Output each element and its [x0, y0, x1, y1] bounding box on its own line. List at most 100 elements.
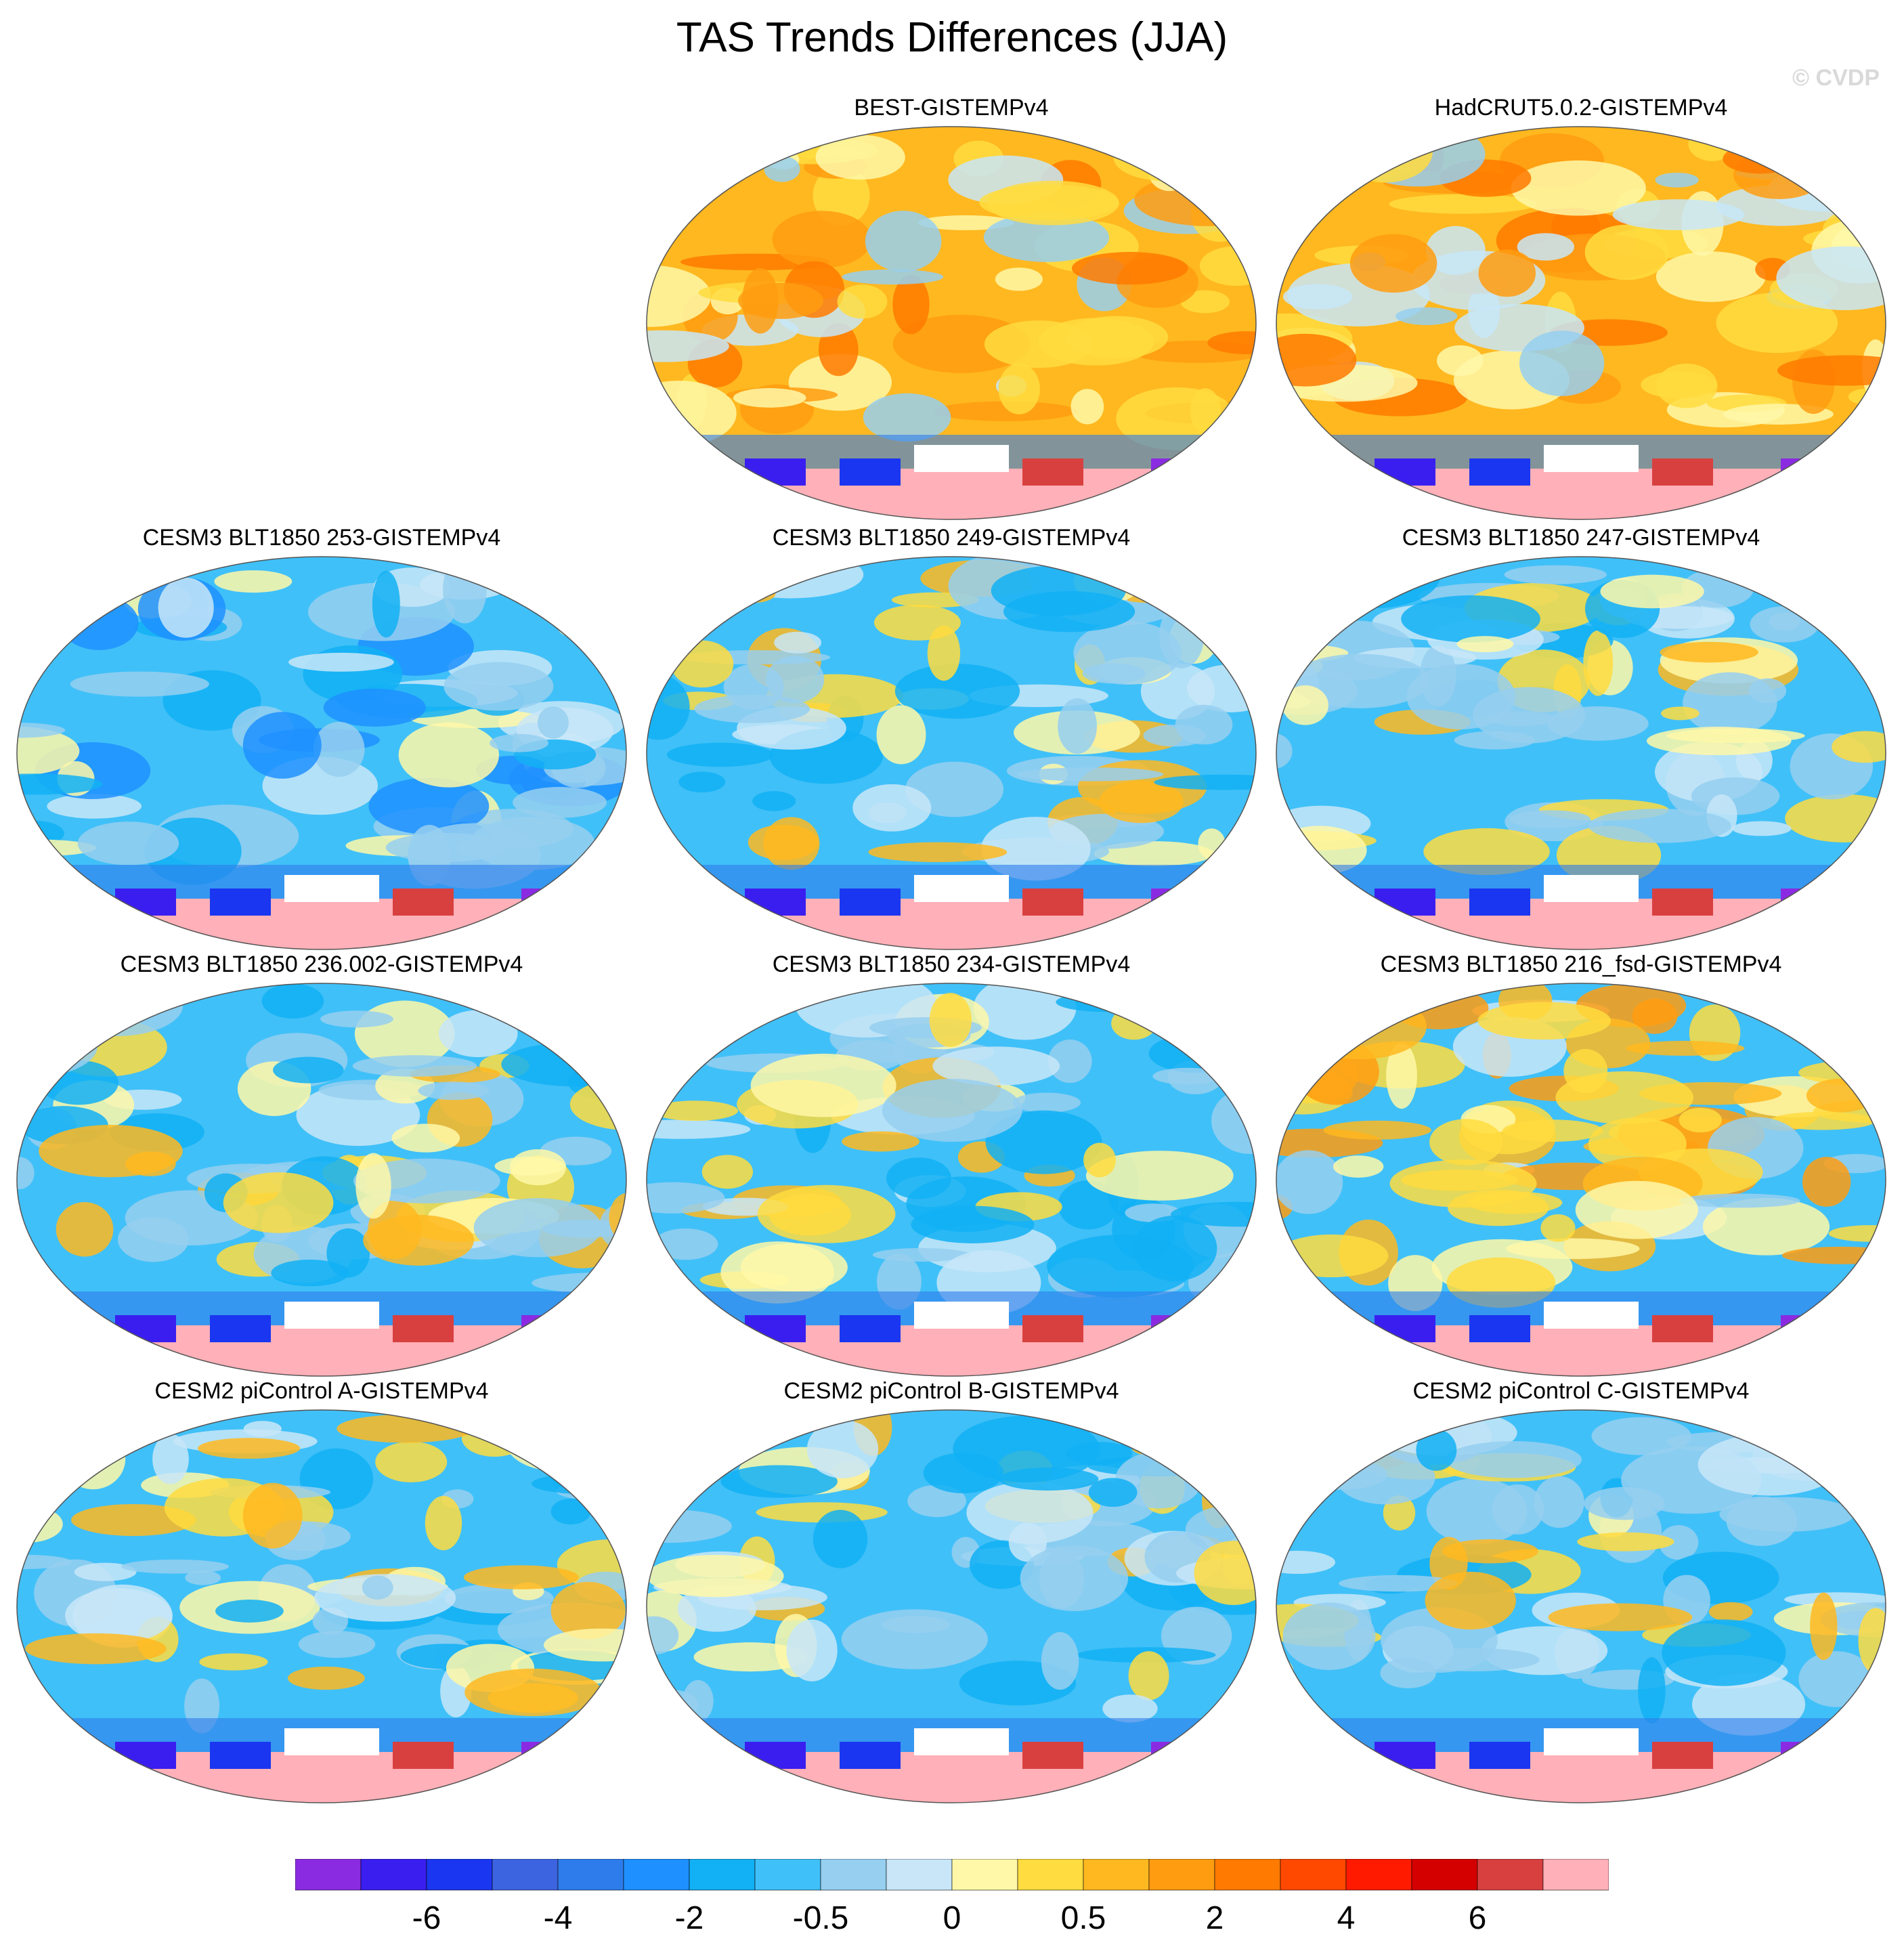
trend-blob: [242, 1482, 303, 1549]
trend-blob: [517, 576, 576, 612]
trend-blob: [1591, 1417, 1691, 1455]
trend-blob: [1626, 1040, 1745, 1056]
trend-blob: [550, 1581, 626, 1640]
missing-data-area: [1544, 1728, 1639, 1755]
map-outline: [1276, 983, 1886, 1377]
trend-blob: [464, 1668, 603, 1717]
trend-blob: [991, 565, 1126, 616]
panel-title: CESM3 BLT1850 234-GISTEMPv4: [772, 951, 1131, 977]
trend-blob: [1282, 619, 1347, 635]
trend-blob: [17, 1414, 76, 1475]
trend-blob: [1748, 678, 1787, 704]
trend-blob: [647, 140, 760, 186]
trend-blob: [1276, 733, 1293, 769]
trend-blob: [1125, 1420, 1173, 1456]
polar-patch: [115, 1315, 176, 1342]
colorbar-swatch: [689, 1859, 756, 1891]
missing-data-area: [284, 875, 379, 902]
polar-patch: [1652, 1742, 1713, 1769]
colorbar-swatch: [1017, 1859, 1084, 1891]
trend-blob: [1600, 574, 1704, 609]
trend-blob: [65, 1588, 173, 1643]
trend-blob: [1548, 1603, 1693, 1631]
polar-patch: [1652, 458, 1713, 486]
polar-patch: [1652, 1315, 1713, 1342]
polar-patch: [521, 889, 582, 916]
trend-blob: [892, 274, 930, 335]
polar-patch: [210, 889, 271, 916]
trend-blob: [242, 712, 322, 779]
trend-blob: [934, 401, 1077, 421]
trend-blob: [740, 1243, 848, 1291]
colorbar-swatch: [557, 1859, 624, 1891]
trend-blob: [647, 137, 731, 188]
trend-blob: [927, 625, 961, 681]
trend-blob: [1708, 1602, 1753, 1622]
trend-blob: [1716, 293, 1838, 354]
trend-blob: [1511, 160, 1646, 216]
colorbar-tick-label: -4: [543, 1900, 573, 1936]
trend-blob: [1519, 330, 1605, 396]
trend-blob: [1047, 1040, 1092, 1084]
trend-blob: [750, 1053, 896, 1117]
trend-blob: [1806, 1078, 1876, 1113]
trend-blob: [1697, 1434, 1842, 1496]
panel-title: BEST-GISTEMPv4: [854, 95, 1049, 121]
trend-blob: [1350, 127, 1486, 187]
trend-blob: [1389, 194, 1538, 214]
map-panel: CESM3 BLT1850 234-GISTEMPv4: [636, 951, 1266, 1385]
trend-blob: [1349, 234, 1437, 293]
trend-blob: [425, 1495, 462, 1551]
robinson-map: [1276, 126, 1886, 520]
trend-blob: [1863, 205, 1886, 249]
trend-blob: [1502, 1119, 1603, 1142]
trend-blob: [786, 1619, 838, 1682]
colorbar-swatch: [492, 1859, 559, 1891]
missing-data-area: [284, 1728, 379, 1755]
map-panel: CESM3 BLT1850 247-GISTEMPv4: [1266, 525, 1896, 958]
polar-patch: [745, 1315, 806, 1342]
polar-patch: [1375, 889, 1435, 916]
trend-blob: [1293, 993, 1427, 1060]
trend-blob: [198, 1438, 301, 1459]
colorbar-tick-label: -0.5: [792, 1900, 849, 1936]
trend-blob: [56, 1202, 114, 1257]
trend-blob: [1584, 1486, 1665, 1520]
polar-patch: [840, 889, 901, 916]
trend-blob: [418, 1082, 490, 1100]
trend-blob: [543, 1628, 626, 1662]
trend-blob: [1337, 127, 1433, 183]
trend-blob: [677, 1585, 757, 1632]
trend-blob: [287, 1666, 365, 1690]
antarctica: [647, 899, 1256, 949]
trend-blob: [671, 640, 734, 688]
trend-blob: [813, 165, 870, 226]
colorbar-swatch: [623, 1859, 690, 1891]
trend-blob: [1276, 1150, 1343, 1214]
polar-patch: [393, 889, 454, 916]
trend-blob: [882, 1078, 1022, 1142]
trend-blob: [733, 388, 806, 408]
trend-blob: [815, 135, 905, 180]
trend-blob: [1662, 1619, 1786, 1686]
trend-blob: [907, 1484, 967, 1518]
trend-blob: [1180, 290, 1230, 314]
panel-title: CESM3 BLT1850 247-GISTEMPv4: [1402, 525, 1760, 551]
trend-blob: [298, 1631, 376, 1658]
trend-blob: [1723, 144, 1798, 174]
trend-blob: [1555, 1071, 1693, 1124]
trend-blob: [609, 1673, 626, 1728]
trend-blob: [923, 1453, 1003, 1494]
trend-blob: [1276, 1445, 1337, 1476]
polar-patch: [840, 1315, 901, 1342]
trend-blob: [1732, 821, 1792, 836]
trend-blob: [766, 656, 825, 704]
polar-patch: [840, 458, 901, 486]
trend-blob: [17, 1157, 35, 1190]
trend-blob: [362, 1575, 393, 1600]
polar-patch: [1151, 1742, 1212, 1769]
trend-blob: [701, 1155, 754, 1189]
colorbar-swatch: [426, 1859, 493, 1891]
polar-patch: [745, 1742, 806, 1769]
trend-blob: [872, 1247, 971, 1262]
